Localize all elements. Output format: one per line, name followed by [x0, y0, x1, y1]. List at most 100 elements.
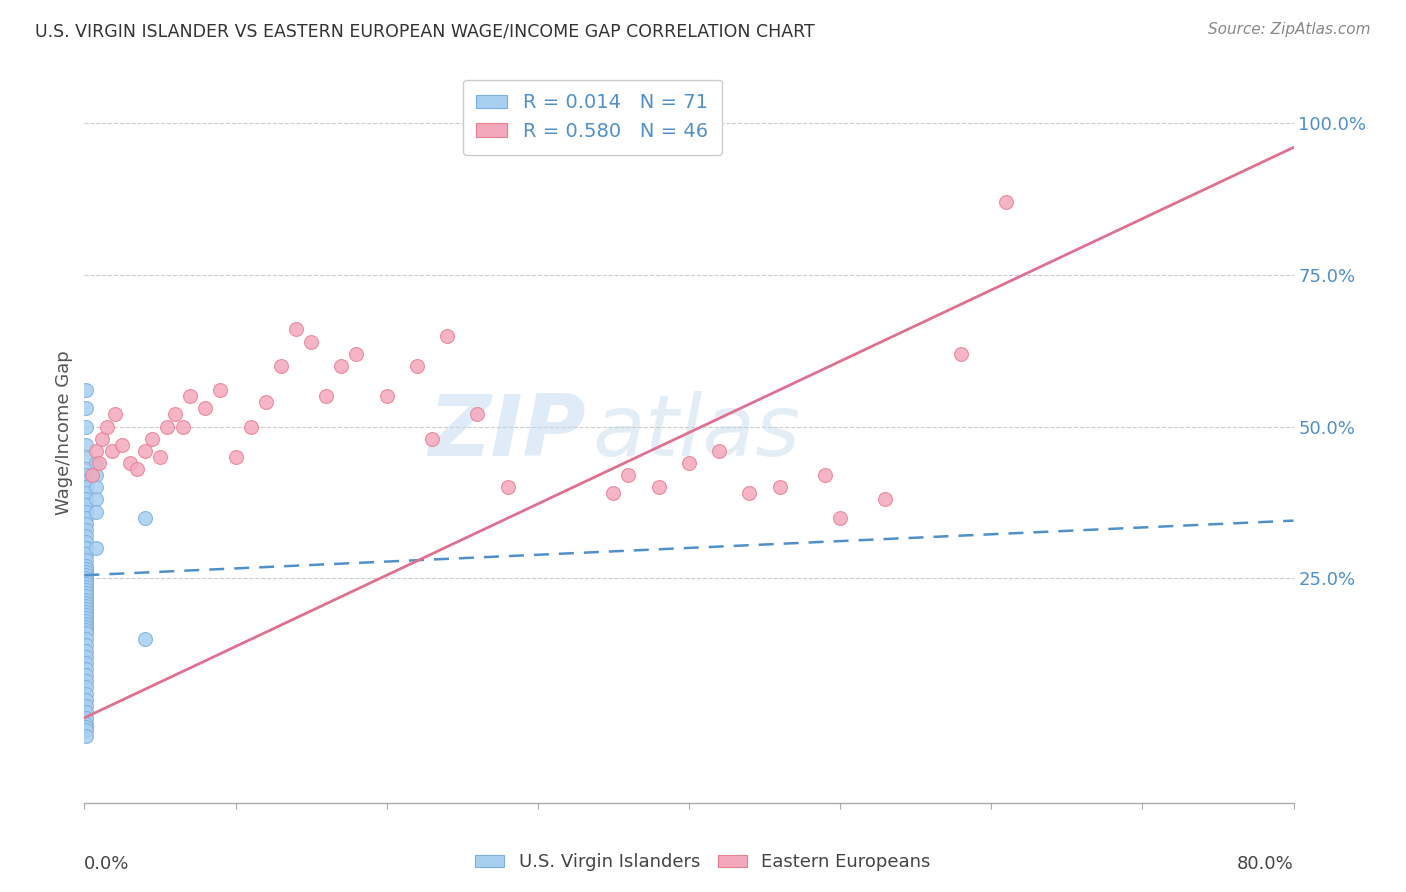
Text: Source: ZipAtlas.com: Source: ZipAtlas.com: [1208, 22, 1371, 37]
Point: [467, 408, 489, 422]
Point: [75, 401, 97, 416]
Point: [75, 614, 97, 628]
Point: [86, 443, 108, 458]
Point: [75, 510, 97, 524]
Point: [75, 571, 97, 585]
Point: [75, 529, 97, 543]
Point: [602, 486, 624, 500]
Text: 0.0%: 0.0%: [84, 855, 129, 872]
Point: [75, 601, 97, 615]
Point: [194, 401, 217, 416]
Text: U.S. VIRGIN ISLANDER VS EASTERN EUROPEAN WAGE/INCOME GAP CORRELATION CHART: U.S. VIRGIN ISLANDER VS EASTERN EUROPEAN…: [35, 22, 815, 40]
Point: [617, 468, 640, 483]
Point: [75, 438, 97, 452]
Point: [648, 480, 671, 494]
Point: [75, 620, 97, 634]
Point: [330, 359, 353, 373]
Point: [75, 586, 97, 600]
Point: [738, 486, 761, 500]
Point: [995, 194, 1018, 209]
Point: [75, 577, 97, 591]
Point: [254, 395, 277, 409]
Point: [75, 650, 97, 665]
Y-axis label: Wage/Income Gap: Wage/Income Gap: [55, 351, 73, 515]
Point: [86, 504, 108, 518]
Point: [830, 510, 852, 524]
Point: [179, 389, 201, 403]
Point: [75, 474, 97, 488]
Point: [75, 504, 97, 518]
Point: [75, 657, 97, 671]
Point: [75, 559, 97, 574]
Point: [89, 456, 111, 470]
Point: [299, 334, 322, 349]
Point: [75, 568, 97, 582]
Point: [75, 462, 97, 476]
Point: [75, 592, 97, 607]
Point: [225, 450, 247, 464]
Point: [75, 723, 97, 737]
Point: [875, 492, 897, 507]
Point: [75, 607, 97, 622]
Point: [678, 456, 700, 470]
Point: [75, 553, 97, 567]
Point: [420, 432, 443, 446]
Point: [75, 595, 97, 609]
Point: [709, 443, 731, 458]
Point: [75, 616, 97, 631]
Point: [141, 432, 163, 446]
Text: 80.0%: 80.0%: [1237, 855, 1294, 872]
Point: [75, 562, 97, 576]
Point: [156, 419, 179, 434]
Point: [75, 383, 97, 397]
Point: [75, 541, 97, 555]
Point: [86, 541, 108, 555]
Legend: R = 0.014   N = 71, R = 0.580   N = 46: R = 0.014 N = 71, R = 0.580 N = 46: [463, 79, 721, 154]
Point: [91, 432, 114, 446]
Point: [769, 480, 792, 494]
Text: atlas: atlas: [592, 391, 800, 475]
Point: [75, 486, 97, 500]
Point: [75, 534, 97, 549]
Point: [75, 611, 97, 625]
Point: [75, 638, 97, 652]
Point: [134, 443, 156, 458]
Point: [75, 720, 97, 734]
Point: [86, 492, 108, 507]
Point: [209, 383, 232, 397]
Point: [75, 687, 97, 701]
Point: [80, 468, 103, 483]
Point: [75, 681, 97, 695]
Point: [100, 443, 122, 458]
Point: [75, 492, 97, 507]
Point: [118, 456, 141, 470]
Point: [346, 347, 368, 361]
Point: [239, 419, 262, 434]
Point: [75, 705, 97, 719]
Point: [75, 626, 97, 640]
Point: [75, 499, 97, 513]
Point: [75, 698, 97, 713]
Point: [75, 523, 97, 537]
Point: [75, 468, 97, 483]
Point: [75, 729, 97, 743]
Point: [75, 623, 97, 637]
Point: [75, 590, 97, 604]
Point: [111, 438, 134, 452]
Point: [75, 480, 97, 494]
Point: [315, 389, 337, 403]
Point: [96, 419, 118, 434]
Point: [149, 450, 172, 464]
Point: [104, 408, 127, 422]
Point: [75, 662, 97, 676]
Point: [950, 347, 973, 361]
Point: [86, 480, 108, 494]
Point: [75, 692, 97, 706]
Point: [75, 574, 97, 589]
Point: [270, 359, 292, 373]
Point: [165, 408, 187, 422]
Point: [75, 711, 97, 725]
Point: [75, 605, 97, 619]
Point: [75, 599, 97, 613]
Point: [436, 328, 458, 343]
